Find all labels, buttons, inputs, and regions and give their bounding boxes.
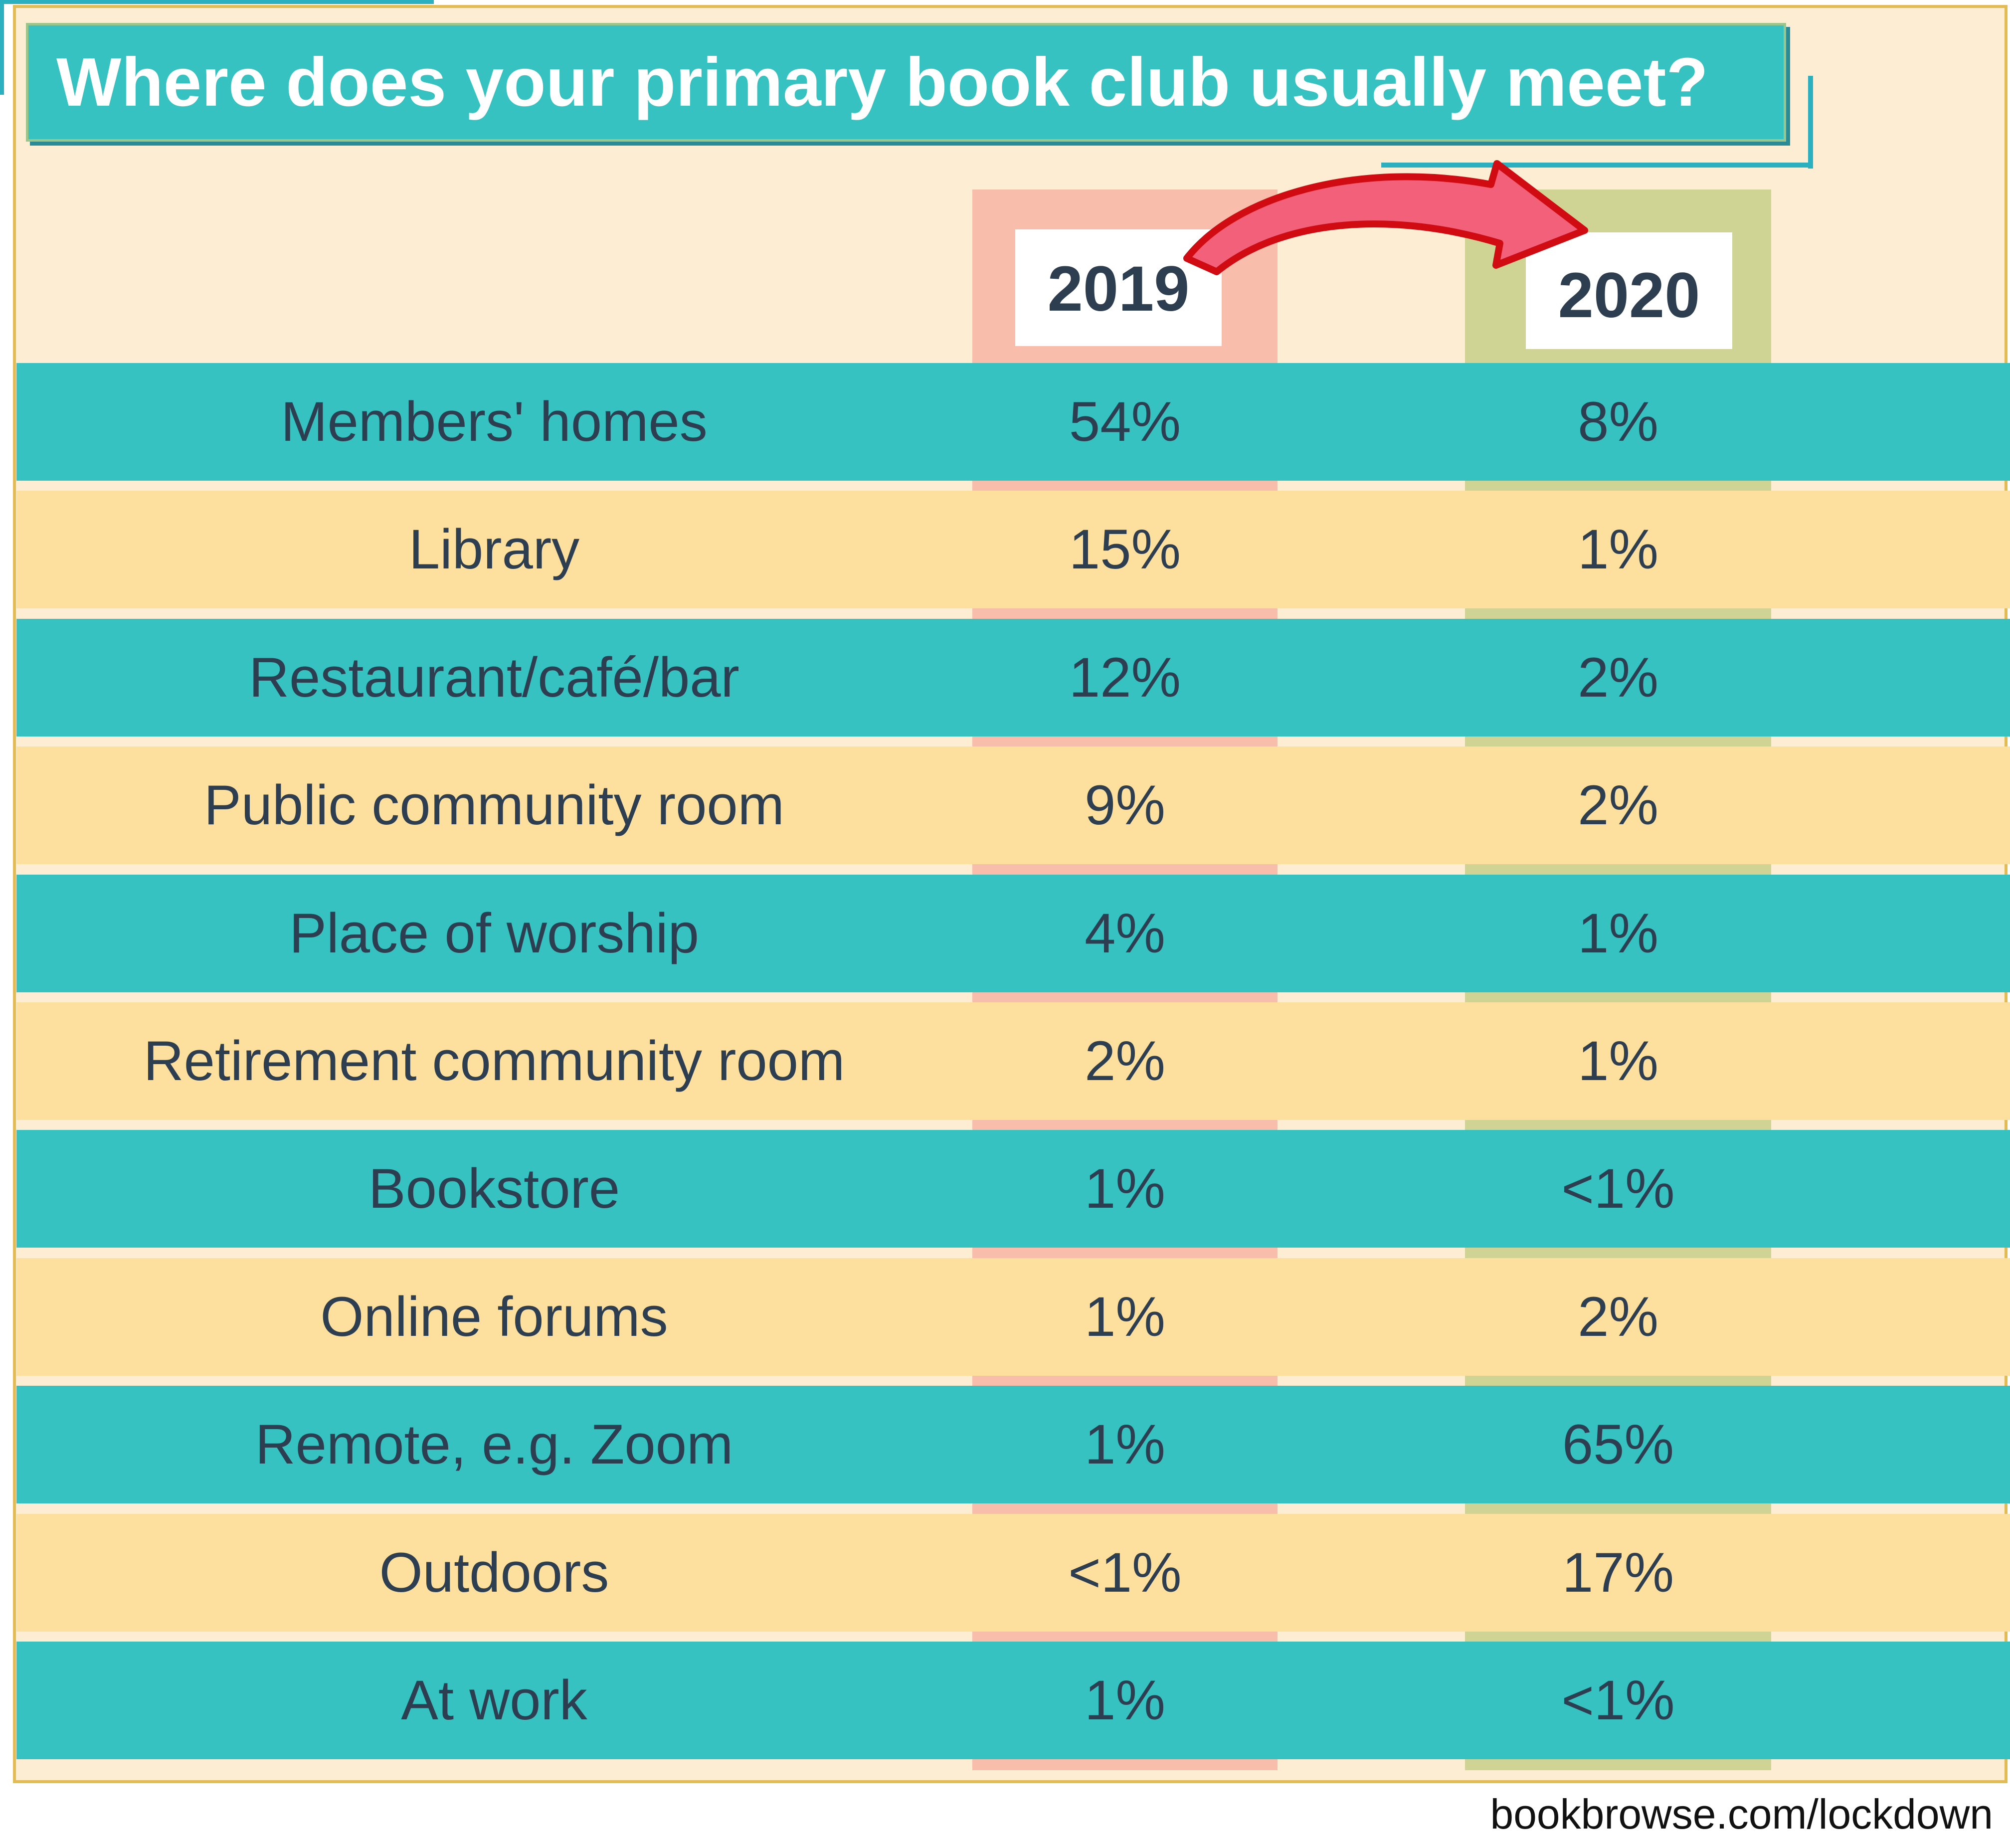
table-row: Remote, e.g. Zoom 1% 65% xyxy=(16,1386,2010,1503)
corner-decoration-left xyxy=(0,0,4,95)
value-2020: 8% xyxy=(1578,390,1658,453)
value-2019: 9% xyxy=(1085,774,1165,836)
source-caption: bookbrowse.com/lockdown xyxy=(1490,1791,1994,1838)
row-label: Bookstore xyxy=(368,1157,620,1220)
row-label: Library xyxy=(408,518,580,580)
value-2019: <1% xyxy=(1068,1541,1182,1604)
row-label: Online forums xyxy=(320,1286,668,1348)
table-row: Bookstore 1% <1% xyxy=(16,1130,2010,1248)
value-2020: 65% xyxy=(1562,1413,1674,1476)
corner-decoration-right xyxy=(1808,76,1813,169)
row-label: Retirement community room xyxy=(143,1030,845,1092)
table-row: Place of worship 4% 1% xyxy=(16,875,2010,992)
value-2020: 2% xyxy=(1578,646,1658,709)
chart-title: Where does your primary book club usuall… xyxy=(56,44,1708,121)
value-2019: 4% xyxy=(1085,902,1165,964)
value-2020: <1% xyxy=(1561,1669,1675,1731)
table-row: Members' homes 54% 8% xyxy=(16,363,2010,481)
value-2019: 1% xyxy=(1085,1669,1165,1731)
value-2020: 1% xyxy=(1578,1030,1658,1092)
value-2020: 1% xyxy=(1578,518,1658,580)
value-2019: 12% xyxy=(1069,646,1181,709)
row-label: Outdoors xyxy=(379,1541,609,1604)
value-2019: 2% xyxy=(1085,1030,1165,1092)
value-2019: 54% xyxy=(1069,390,1181,453)
value-2020: <1% xyxy=(1561,1157,1675,1220)
corner-decoration-top-left xyxy=(0,0,434,4)
value-2019: 15% xyxy=(1069,518,1181,580)
title-banner: Where does your primary book club usuall… xyxy=(26,23,1786,142)
table-row: Outdoors <1% 17% xyxy=(16,1514,2010,1632)
row-label: Members' homes xyxy=(281,390,708,453)
table-row: Online forums 1% 2% xyxy=(16,1258,2010,1376)
value-2019: 1% xyxy=(1085,1413,1165,1476)
row-label: Remote, e.g. Zoom xyxy=(255,1413,733,1476)
row-label: Public community room xyxy=(204,774,784,836)
value-2019: 1% xyxy=(1085,1286,1165,1348)
table-row: Public community room 9% 2% xyxy=(16,746,2010,864)
table-row: Library 15% 1% xyxy=(16,491,2010,608)
arrow-icon xyxy=(1183,160,1588,275)
table-row: Retirement community room 2% 1% xyxy=(16,1002,2010,1120)
value-2020: 17% xyxy=(1562,1541,1674,1604)
table-row: Restaurant/café/bar 12% 2% xyxy=(16,619,2010,737)
row-label: Place of worship xyxy=(289,902,699,964)
value-2020: 2% xyxy=(1578,1286,1658,1348)
value-2019: 1% xyxy=(1085,1157,1165,1220)
column-header-2019: 2019 xyxy=(1015,229,1222,346)
column-header-2020: 2020 xyxy=(1526,232,1732,349)
table-row: At work 1% <1% xyxy=(16,1642,2010,1759)
value-2020: 2% xyxy=(1578,774,1658,836)
row-label: Restaurant/café/bar xyxy=(249,646,739,709)
corner-decoration-bottom xyxy=(1381,163,1813,168)
row-label: At work xyxy=(401,1669,587,1731)
value-2020: 1% xyxy=(1578,902,1658,964)
